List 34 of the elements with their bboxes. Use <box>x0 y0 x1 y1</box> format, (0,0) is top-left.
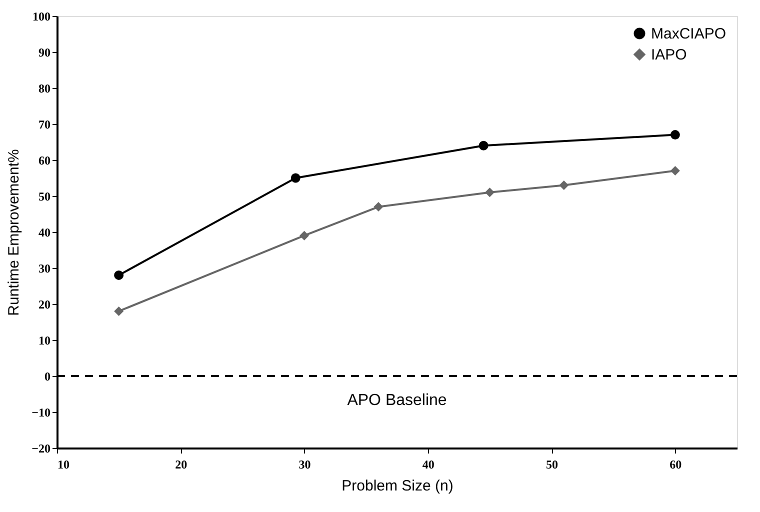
legend-label: IAPO <box>651 46 687 64</box>
y-tick-label: 100 <box>32 10 50 24</box>
x-tick-label: 40 <box>422 458 434 472</box>
y-axis-title: Runtime Emprovement% <box>6 149 23 316</box>
point <box>670 130 680 140</box>
y-tick-label: −10 <box>32 406 50 420</box>
x-tick-label: 30 <box>298 458 311 472</box>
y-tick-label: −20 <box>32 442 50 456</box>
ref-line-label: APO Baseline <box>347 392 447 409</box>
y-tick-label: 50 <box>38 190 50 204</box>
x-tick-label: 50 <box>546 458 558 472</box>
point <box>478 140 488 150</box>
y-tick-label: 0 <box>44 370 50 384</box>
y-tick-label: 30 <box>38 262 50 276</box>
point <box>300 230 310 240</box>
point <box>290 173 300 183</box>
x-tick-label: 10 <box>58 458 70 472</box>
y-tick-label: 20 <box>38 298 50 312</box>
point <box>559 180 569 190</box>
x-axis-title: Problem Size (n) <box>342 478 454 494</box>
legend-label: MaxCIAPO <box>651 26 726 42</box>
point <box>670 166 680 176</box>
y-tick-label: 90 <box>38 46 50 60</box>
point <box>374 202 384 212</box>
point <box>484 188 494 198</box>
y-tick-label: 70 <box>38 118 50 132</box>
y-tick-label: 80 <box>38 82 50 96</box>
x-tick-label: 20 <box>175 458 188 472</box>
y-tick-label: 60 <box>38 154 50 168</box>
point <box>114 270 124 280</box>
y-tick-label: 10 <box>38 334 50 348</box>
point <box>114 306 124 316</box>
x-tick-label: 60 <box>670 458 682 472</box>
y-tick-label: 40 <box>38 226 50 240</box>
